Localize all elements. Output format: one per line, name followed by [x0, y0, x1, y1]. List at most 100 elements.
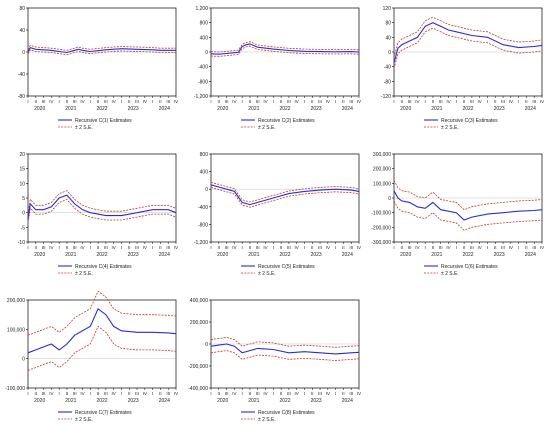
panel-6: -300,000 -200,000 -100,000 0 100,000 200,000 3…	[371, 152, 544, 277]
y-tick-label: -800	[198, 79, 208, 85]
x-quarter-label: II	[401, 245, 404, 250]
x-year-label: 2021	[248, 398, 259, 404]
x-quarter-label: IV	[263, 391, 267, 396]
y-tick-label: 40	[385, 35, 391, 41]
x-year-label: 2024	[342, 106, 353, 112]
x-quarter-label: IV	[143, 391, 147, 396]
upper-band-line	[27, 190, 177, 215]
lower-band-line	[393, 27, 543, 69]
x-quarter-label: III	[256, 245, 260, 250]
legend-label-estimate: Recursive C(8) Estimates	[258, 410, 315, 416]
x-year-label: 2023	[311, 398, 322, 404]
x-quarter-label: II	[463, 245, 466, 250]
x-quarter-label: III	[287, 245, 291, 250]
x-quarter-label: II	[494, 245, 497, 250]
x-quarter-label: III	[318, 245, 322, 250]
x-quarter-label: IV	[174, 99, 178, 104]
x-quarter-label: III	[470, 245, 474, 250]
x-quarter-label: IV	[295, 245, 299, 250]
x-quarter-label: III	[135, 391, 139, 396]
lower-band-line	[210, 187, 360, 208]
x-quarter-label: IV	[112, 391, 116, 396]
x-year-label: 2023	[311, 252, 322, 258]
y-tick-label: 200,000	[7, 298, 25, 304]
y-tick-label: -40	[384, 65, 391, 71]
x-quarter-label: IV	[446, 245, 450, 250]
x-quarter-label: III	[439, 245, 443, 250]
estimate-line	[210, 184, 360, 206]
x-quarter-label: IV	[232, 99, 236, 104]
x-quarter-label: IV	[143, 99, 147, 104]
x-quarter-label: I	[242, 391, 243, 396]
x-year-label: 2024	[159, 252, 170, 258]
x-quarter-label: IV	[174, 391, 178, 396]
x-quarter-label: IV	[326, 99, 330, 104]
x-quarter-label: I	[152, 245, 153, 250]
x-year-label: 2021	[431, 106, 442, 112]
x-quarter-label: IV	[232, 245, 236, 250]
x-year-label: 2024	[525, 252, 536, 258]
upper-band-line	[210, 336, 360, 348]
plot-frame	[27, 299, 177, 389]
x-quarter-label: IV	[174, 245, 178, 250]
y-tick-label: 0	[22, 50, 25, 56]
y-tick-label: -80	[384, 79, 391, 85]
x-quarter-label: I	[27, 99, 28, 104]
x-quarter-label: III	[287, 99, 291, 104]
x-quarter-label: I	[59, 245, 60, 250]
x-quarter-label: I	[210, 99, 211, 104]
x-quarter-label: III	[501, 245, 505, 250]
y-tick-label: -5	[21, 225, 26, 231]
legend-label-band: ± 2 S.E.	[258, 125, 276, 131]
x-quarter-label: I	[242, 99, 243, 104]
x-quarter-label: I	[273, 99, 274, 104]
x-quarter-label: III	[104, 391, 108, 396]
legend-label-estimate: Recursive C(5) Estimates	[258, 264, 315, 270]
x-year-label: 2020	[217, 252, 228, 258]
x-quarter-label: III	[42, 391, 46, 396]
upper-band-line	[27, 290, 177, 336]
x-quarter-label: II	[463, 99, 466, 104]
x-year-label: 2024	[525, 106, 536, 112]
estimate-line	[393, 190, 543, 221]
y-tick-label: 800	[200, 21, 209, 27]
x-quarter-label: IV	[49, 99, 53, 104]
x-quarter-label: II	[97, 245, 100, 250]
y-tick-label: 40	[19, 28, 25, 34]
x-year-label: 2022	[96, 398, 107, 404]
x-quarter-label: II	[342, 245, 345, 250]
x-quarter-label: II	[249, 99, 252, 104]
y-tick-label: -400	[198, 205, 208, 211]
x-year-label: 2023	[494, 252, 505, 258]
x-year-label: 2021	[248, 252, 259, 258]
x-quarter-label: III	[73, 245, 77, 250]
y-tick-label: 0	[205, 50, 208, 56]
estimate-line	[210, 343, 360, 355]
x-quarter-label: I	[121, 245, 122, 250]
x-quarter-label: III	[135, 245, 139, 250]
x-year-label: 2022	[279, 106, 290, 112]
lower-band-line	[27, 325, 177, 371]
x-quarter-label: II	[66, 391, 69, 396]
x-quarter-label: I	[335, 245, 336, 250]
y-tick-label: 100,000	[373, 181, 391, 187]
x-quarter-label: III	[408, 245, 412, 250]
x-quarter-label: I	[59, 391, 60, 396]
x-quarter-label: III	[166, 245, 170, 250]
y-tick-label: 400	[200, 170, 209, 176]
y-tick-label: -400,000	[188, 386, 208, 392]
legend-label-estimate: Recursive C(7) Estimates	[75, 410, 132, 416]
x-quarter-label: II	[311, 99, 314, 104]
x-quarter-label: IV	[357, 391, 361, 396]
x-year-label: 2022	[279, 398, 290, 404]
x-quarter-label: III	[73, 99, 77, 104]
x-quarter-label: I	[27, 391, 28, 396]
x-quarter-label: I	[27, 245, 28, 250]
y-tick-label: -80	[18, 94, 25, 100]
x-quarter-label: II	[525, 245, 528, 250]
x-quarter-label: III	[256, 391, 260, 396]
